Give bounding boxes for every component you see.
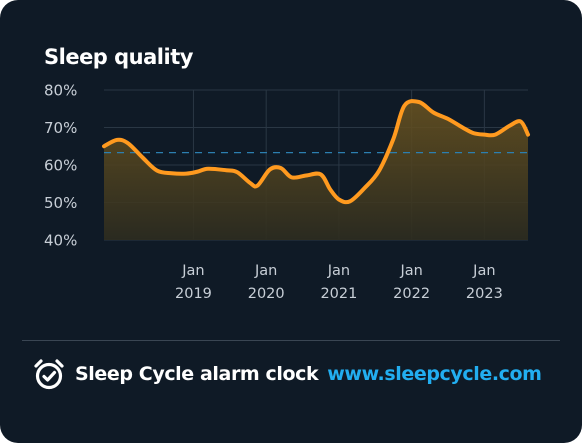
x-axis-ticks: Jan 2019 Jan 2020 Jan 2021 Jan 2022 Jan 2023	[175, 263, 503, 302]
x-tick-year: 2023	[466, 286, 503, 302]
x-tick-month: Jan	[181, 263, 204, 279]
x-tick-year: 2019	[175, 286, 212, 302]
footer-url-link[interactable]: www.sleepcycle.com	[327, 363, 542, 385]
x-tick-label: Jan 2019	[175, 263, 212, 302]
x-tick-label: Jan 2020	[248, 263, 285, 302]
chart-title: Sleep quality	[44, 45, 193, 69]
y-axis-ticks: 80% 70% 60% 50% 40%	[44, 82, 77, 250]
footer-divider	[22, 340, 560, 341]
y-tick-label: 40%	[44, 232, 77, 250]
x-tick-month: Jan	[399, 263, 422, 279]
x-tick-label: Jan 2023	[466, 263, 503, 302]
x-tick-month: Jan	[327, 263, 350, 279]
x-tick-year: 2022	[393, 286, 430, 302]
series-area	[104, 101, 528, 240]
footer: Sleep Cycle alarm clock www.sleepcycle.c…	[32, 356, 542, 392]
x-tick-year: 2021	[320, 286, 357, 302]
footer-brand: Sleep Cycle alarm clock	[75, 363, 319, 385]
y-tick-label: 60%	[44, 157, 77, 175]
y-tick-label: 50%	[44, 194, 77, 212]
x-tick-label: Jan 2022	[393, 263, 430, 302]
alarm-clock-icon	[32, 357, 66, 391]
y-tick-label: 80%	[44, 82, 77, 100]
y-tick-label: 70%	[44, 119, 77, 137]
x-tick-month: Jan	[254, 263, 277, 279]
x-tick-label: Jan 2021	[320, 263, 357, 302]
series-line	[102, 99, 530, 205]
x-tick-month: Jan	[472, 263, 495, 279]
x-tick-year: 2020	[248, 286, 285, 302]
